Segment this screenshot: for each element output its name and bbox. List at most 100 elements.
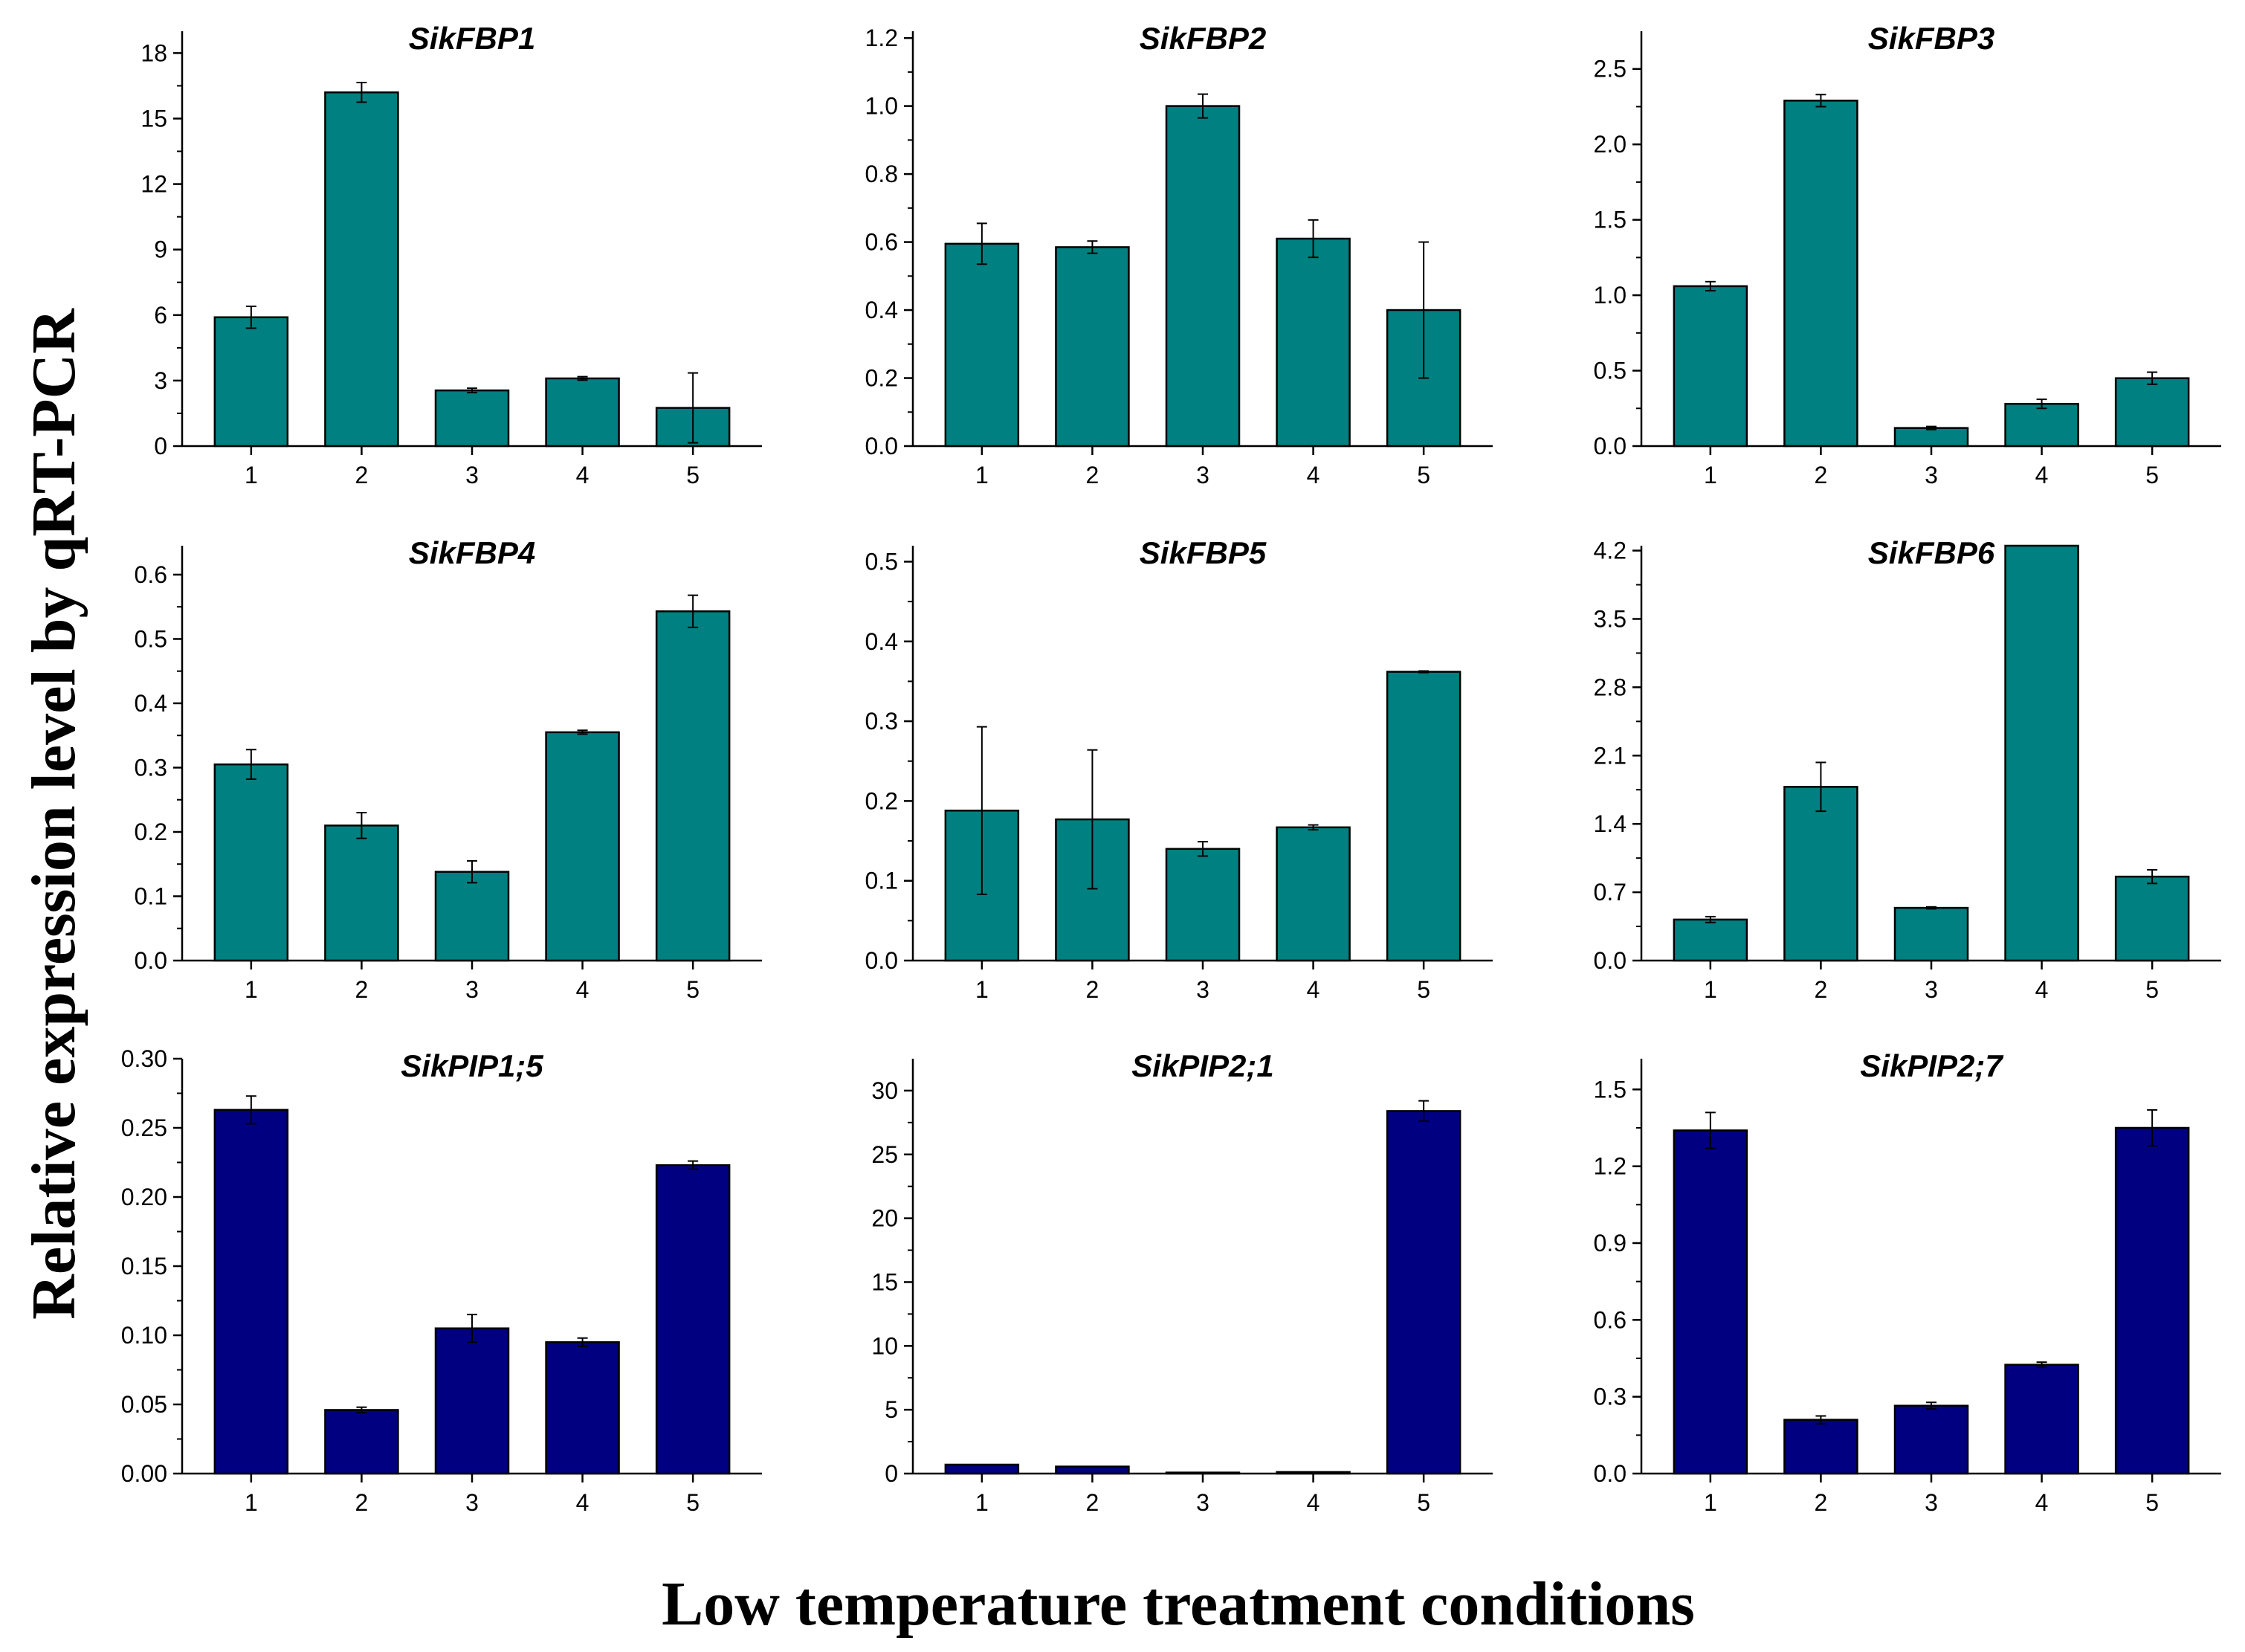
panel-title: SikPIP2;1 [1131, 1048, 1273, 1083]
x-tick-label: 2 [1815, 976, 1828, 1003]
y-tick-label: 5 [885, 1396, 898, 1423]
bar-3 [434, 389, 510, 448]
bar-2 [1783, 786, 1858, 962]
bar-2 [324, 91, 399, 448]
bar-4 [1276, 826, 1351, 962]
bar-2 [1055, 246, 1130, 448]
bar-1 [213, 763, 289, 962]
y-tick-label: 0.3 [135, 754, 167, 781]
y-tick-label: 1.0 [1594, 282, 1627, 309]
y-tick-label: 0.6 [135, 561, 167, 588]
x-tick-label: 2 [355, 1489, 369, 1516]
bar-2 [324, 825, 399, 962]
y-tick-label: 0.1 [865, 868, 898, 894]
bar-5 [2114, 1126, 2190, 1475]
y-tick-label: 25 [871, 1141, 898, 1168]
y-tick-label: 0.8 [865, 161, 898, 187]
bar-4 [545, 1341, 620, 1475]
x-tick-label: 2 [355, 976, 369, 1003]
y-tick-label: 9 [154, 236, 167, 263]
bar-4 [545, 731, 620, 962]
x-tick-label: 1 [245, 462, 258, 488]
x-tick-label: 4 [576, 976, 589, 1003]
y-tick-label: 3.5 [1594, 605, 1627, 632]
y-tick-label: 1.2 [865, 25, 898, 51]
bar-1 [944, 1463, 1020, 1475]
y-tick-label: 0.6 [865, 229, 898, 256]
y-tick-label: 0.2 [865, 365, 898, 392]
x-tick-label: 1 [975, 976, 989, 1003]
y-tick-label: 30 [871, 1077, 898, 1104]
y-tick-label: 0.4 [135, 690, 167, 717]
x-tick-label: 2 [1086, 462, 1099, 488]
bar-2 [1783, 100, 1858, 448]
x-tick-label: 4 [2035, 462, 2049, 488]
x-tick-label: 5 [1417, 976, 1430, 1003]
y-tick-label: 6 [154, 302, 167, 329]
y-tick-label: 0.5 [135, 625, 167, 652]
x-tick-label: 2 [1086, 1489, 1099, 1516]
y-tick-label: 0.00 [121, 1460, 167, 1487]
x-tick-label: 1 [1704, 462, 1717, 488]
x-tick-label: 2 [1815, 462, 1828, 488]
bar-2 [324, 1409, 399, 1475]
x-tick-label: 3 [1925, 976, 1938, 1003]
panel-title: SikFBP5 [1140, 535, 1267, 570]
x-tick-label: 1 [1704, 1489, 1717, 1516]
chart-panel-9: 0.0 0.3 0.6 0.9 1.2 1.5 1 2 3 4 5 SikPIP2;7 [1594, 1048, 2221, 1516]
bar-5 [2114, 875, 2190, 962]
y-tick-label: 2.8 [1594, 674, 1627, 700]
panel-title: SikFBP6 [1868, 535, 1995, 570]
bar-5 [655, 1164, 731, 1475]
bar-3 [1893, 906, 1969, 962]
y-tick-label: 4.2 [1594, 538, 1627, 564]
y-tick-label: 0.05 [121, 1391, 167, 1418]
x-tick-label: 5 [686, 462, 700, 488]
x-tick-label: 1 [1704, 976, 1717, 1003]
x-tick-label: 4 [2035, 976, 2049, 1003]
panel-title: SikPIP2;7 [1860, 1048, 2003, 1083]
bar-1 [213, 1109, 289, 1475]
panel-title: SikFBP3 [1868, 21, 1994, 56]
y-tick-label: 2.5 [1594, 56, 1627, 83]
x-tick-label: 4 [576, 1489, 589, 1516]
panel-title: SikFBP1 [409, 21, 535, 56]
chart-panel-6: 0.0 0.7 1.4 2.1 2.8 3.5 4.2 1 2 3 4 5 SikFBP6 [1594, 535, 2221, 1003]
x-tick-label: 5 [2145, 976, 2159, 1003]
y-tick-label: 0.4 [865, 297, 898, 323]
x-tick-label: 3 [1925, 1489, 1938, 1516]
chart-panel-2: 0.0 0.2 0.4 0.6 0.8 1.0 1.2 1 2 3 4 5 SikFBP2 [865, 21, 1493, 488]
x-tick-label: 3 [1196, 462, 1209, 488]
panel-title: SikFBP4 [409, 535, 535, 570]
x-tick-label: 4 [1307, 976, 1320, 1003]
y-tick-label: 0.0 [1594, 433, 1627, 459]
x-tick-label: 3 [465, 1489, 479, 1516]
x-tick-label: 5 [1417, 462, 1430, 488]
y-tick-label: 18 [140, 39, 167, 66]
bar-3 [1165, 105, 1241, 448]
y-tick-label: 0.4 [865, 628, 898, 655]
bar-4 [1276, 237, 1351, 448]
y-tick-label: 15 [140, 105, 167, 132]
x-tick-label: 1 [975, 1489, 989, 1516]
y-tick-label: 2.0 [1594, 131, 1627, 158]
x-tick-label: 5 [686, 1489, 700, 1516]
y-tick-label: 0.25 [121, 1114, 167, 1141]
y-tick-label: 1.4 [1594, 810, 1627, 837]
x-tick-label: 2 [355, 462, 369, 488]
chart-panel-7: 0.00 0.05 0.10 0.15 0.20 0.25 0.30 1 2 3 4 5 SikPIP1… [121, 1045, 762, 1516]
x-tick-label: 5 [2145, 462, 2159, 488]
y-tick-label: 0.3 [1594, 1384, 1627, 1410]
y-tick-label: 0.6 [1594, 1306, 1627, 1333]
y-tick-label: 3 [154, 367, 167, 394]
y-tick-label: 0.0 [865, 433, 898, 459]
y-tick-label: 0.20 [121, 1184, 167, 1210]
bar-4 [2004, 544, 2079, 962]
x-tick-label: 3 [1196, 976, 1209, 1003]
bar-4 [2004, 402, 2079, 448]
chart-panel-3: 0.0 0.5 1.0 1.5 2.0 2.5 1 2 3 4 5 SikFBP3 [1594, 21, 2221, 488]
chart-panel-8: 0 5 10 15 20 25 30 1 2 3 4 5 SikPIP2;1 [871, 1048, 1493, 1516]
y-tick-label: 1.2 [1594, 1153, 1627, 1180]
